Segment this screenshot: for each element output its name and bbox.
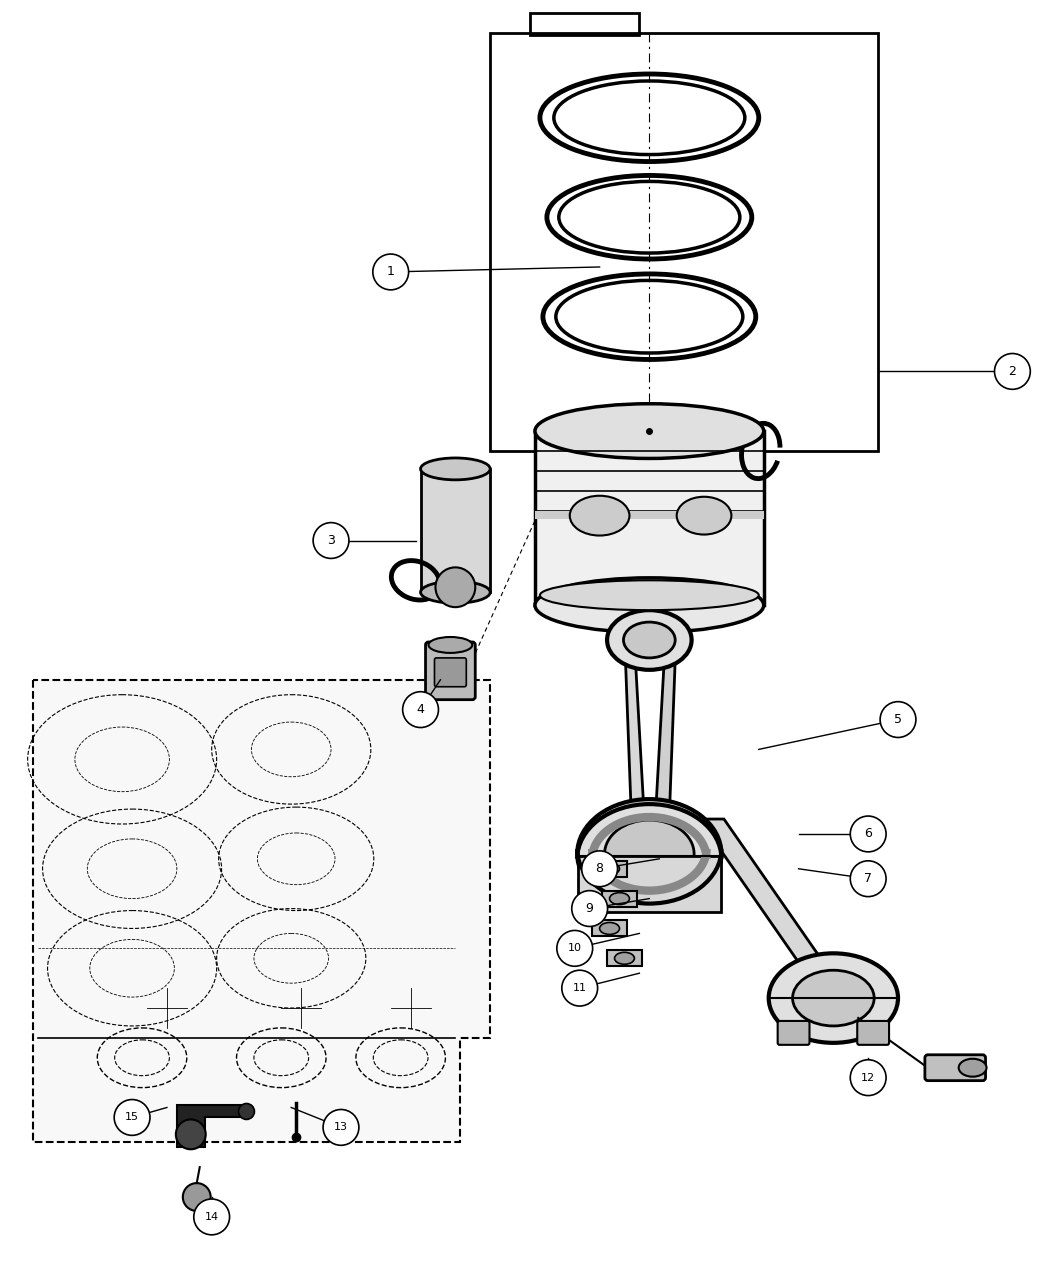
- Bar: [534, 511, 763, 519]
- Circle shape: [850, 816, 886, 852]
- Ellipse shape: [769, 954, 898, 1043]
- Circle shape: [562, 970, 597, 1006]
- Circle shape: [880, 701, 916, 737]
- Ellipse shape: [676, 497, 732, 534]
- Ellipse shape: [578, 799, 721, 909]
- Ellipse shape: [614, 952, 634, 964]
- Text: 14: 14: [205, 1213, 218, 1221]
- Circle shape: [402, 692, 439, 728]
- Circle shape: [572, 891, 608, 927]
- FancyBboxPatch shape: [778, 1021, 810, 1044]
- Circle shape: [850, 1060, 886, 1095]
- Text: 1: 1: [386, 265, 395, 278]
- FancyBboxPatch shape: [435, 658, 466, 687]
- Bar: [602, 891, 637, 907]
- Circle shape: [582, 850, 617, 886]
- Text: 3: 3: [328, 534, 335, 547]
- Circle shape: [556, 931, 592, 966]
- FancyBboxPatch shape: [425, 643, 476, 700]
- Ellipse shape: [600, 923, 620, 935]
- Text: 7: 7: [864, 872, 873, 885]
- Circle shape: [436, 567, 476, 607]
- Text: 5: 5: [894, 713, 902, 725]
- Polygon shape: [626, 660, 645, 819]
- Polygon shape: [33, 680, 490, 1142]
- Text: 4: 4: [417, 703, 424, 717]
- Bar: [534, 431, 763, 606]
- Ellipse shape: [534, 578, 763, 632]
- Ellipse shape: [428, 638, 472, 653]
- Text: 2: 2: [1008, 365, 1016, 377]
- Circle shape: [114, 1099, 150, 1135]
- Ellipse shape: [959, 1058, 987, 1076]
- Circle shape: [175, 1119, 206, 1149]
- Circle shape: [323, 1109, 359, 1145]
- Text: 10: 10: [568, 944, 582, 954]
- Ellipse shape: [607, 611, 692, 669]
- Bar: [607, 950, 643, 966]
- Circle shape: [994, 353, 1030, 389]
- Polygon shape: [655, 660, 675, 819]
- Text: 11: 11: [572, 983, 587, 993]
- Bar: [530, 13, 639, 36]
- Circle shape: [194, 1198, 230, 1234]
- Ellipse shape: [600, 863, 620, 875]
- Bar: [591, 861, 628, 877]
- Circle shape: [373, 254, 408, 289]
- Text: 8: 8: [595, 862, 604, 875]
- Ellipse shape: [421, 581, 490, 603]
- Ellipse shape: [534, 404, 763, 459]
- Text: 15: 15: [125, 1113, 139, 1122]
- Bar: [490, 33, 878, 451]
- Polygon shape: [176, 1104, 247, 1148]
- Bar: [421, 469, 490, 593]
- Polygon shape: [578, 856, 721, 912]
- Bar: [591, 921, 628, 936]
- Circle shape: [313, 523, 349, 558]
- Ellipse shape: [421, 458, 490, 479]
- Text: 6: 6: [864, 827, 873, 840]
- Circle shape: [850, 861, 886, 896]
- Ellipse shape: [605, 820, 694, 887]
- Circle shape: [238, 1104, 254, 1119]
- Ellipse shape: [793, 970, 875, 1026]
- Ellipse shape: [540, 580, 759, 611]
- Text: 13: 13: [334, 1122, 348, 1132]
- Text: 12: 12: [861, 1072, 876, 1082]
- Text: 9: 9: [586, 901, 593, 915]
- Ellipse shape: [610, 892, 629, 904]
- Circle shape: [183, 1183, 211, 1211]
- Ellipse shape: [624, 622, 675, 658]
- Ellipse shape: [570, 496, 629, 536]
- FancyBboxPatch shape: [925, 1054, 986, 1081]
- Polygon shape: [699, 819, 848, 998]
- FancyBboxPatch shape: [857, 1021, 889, 1044]
